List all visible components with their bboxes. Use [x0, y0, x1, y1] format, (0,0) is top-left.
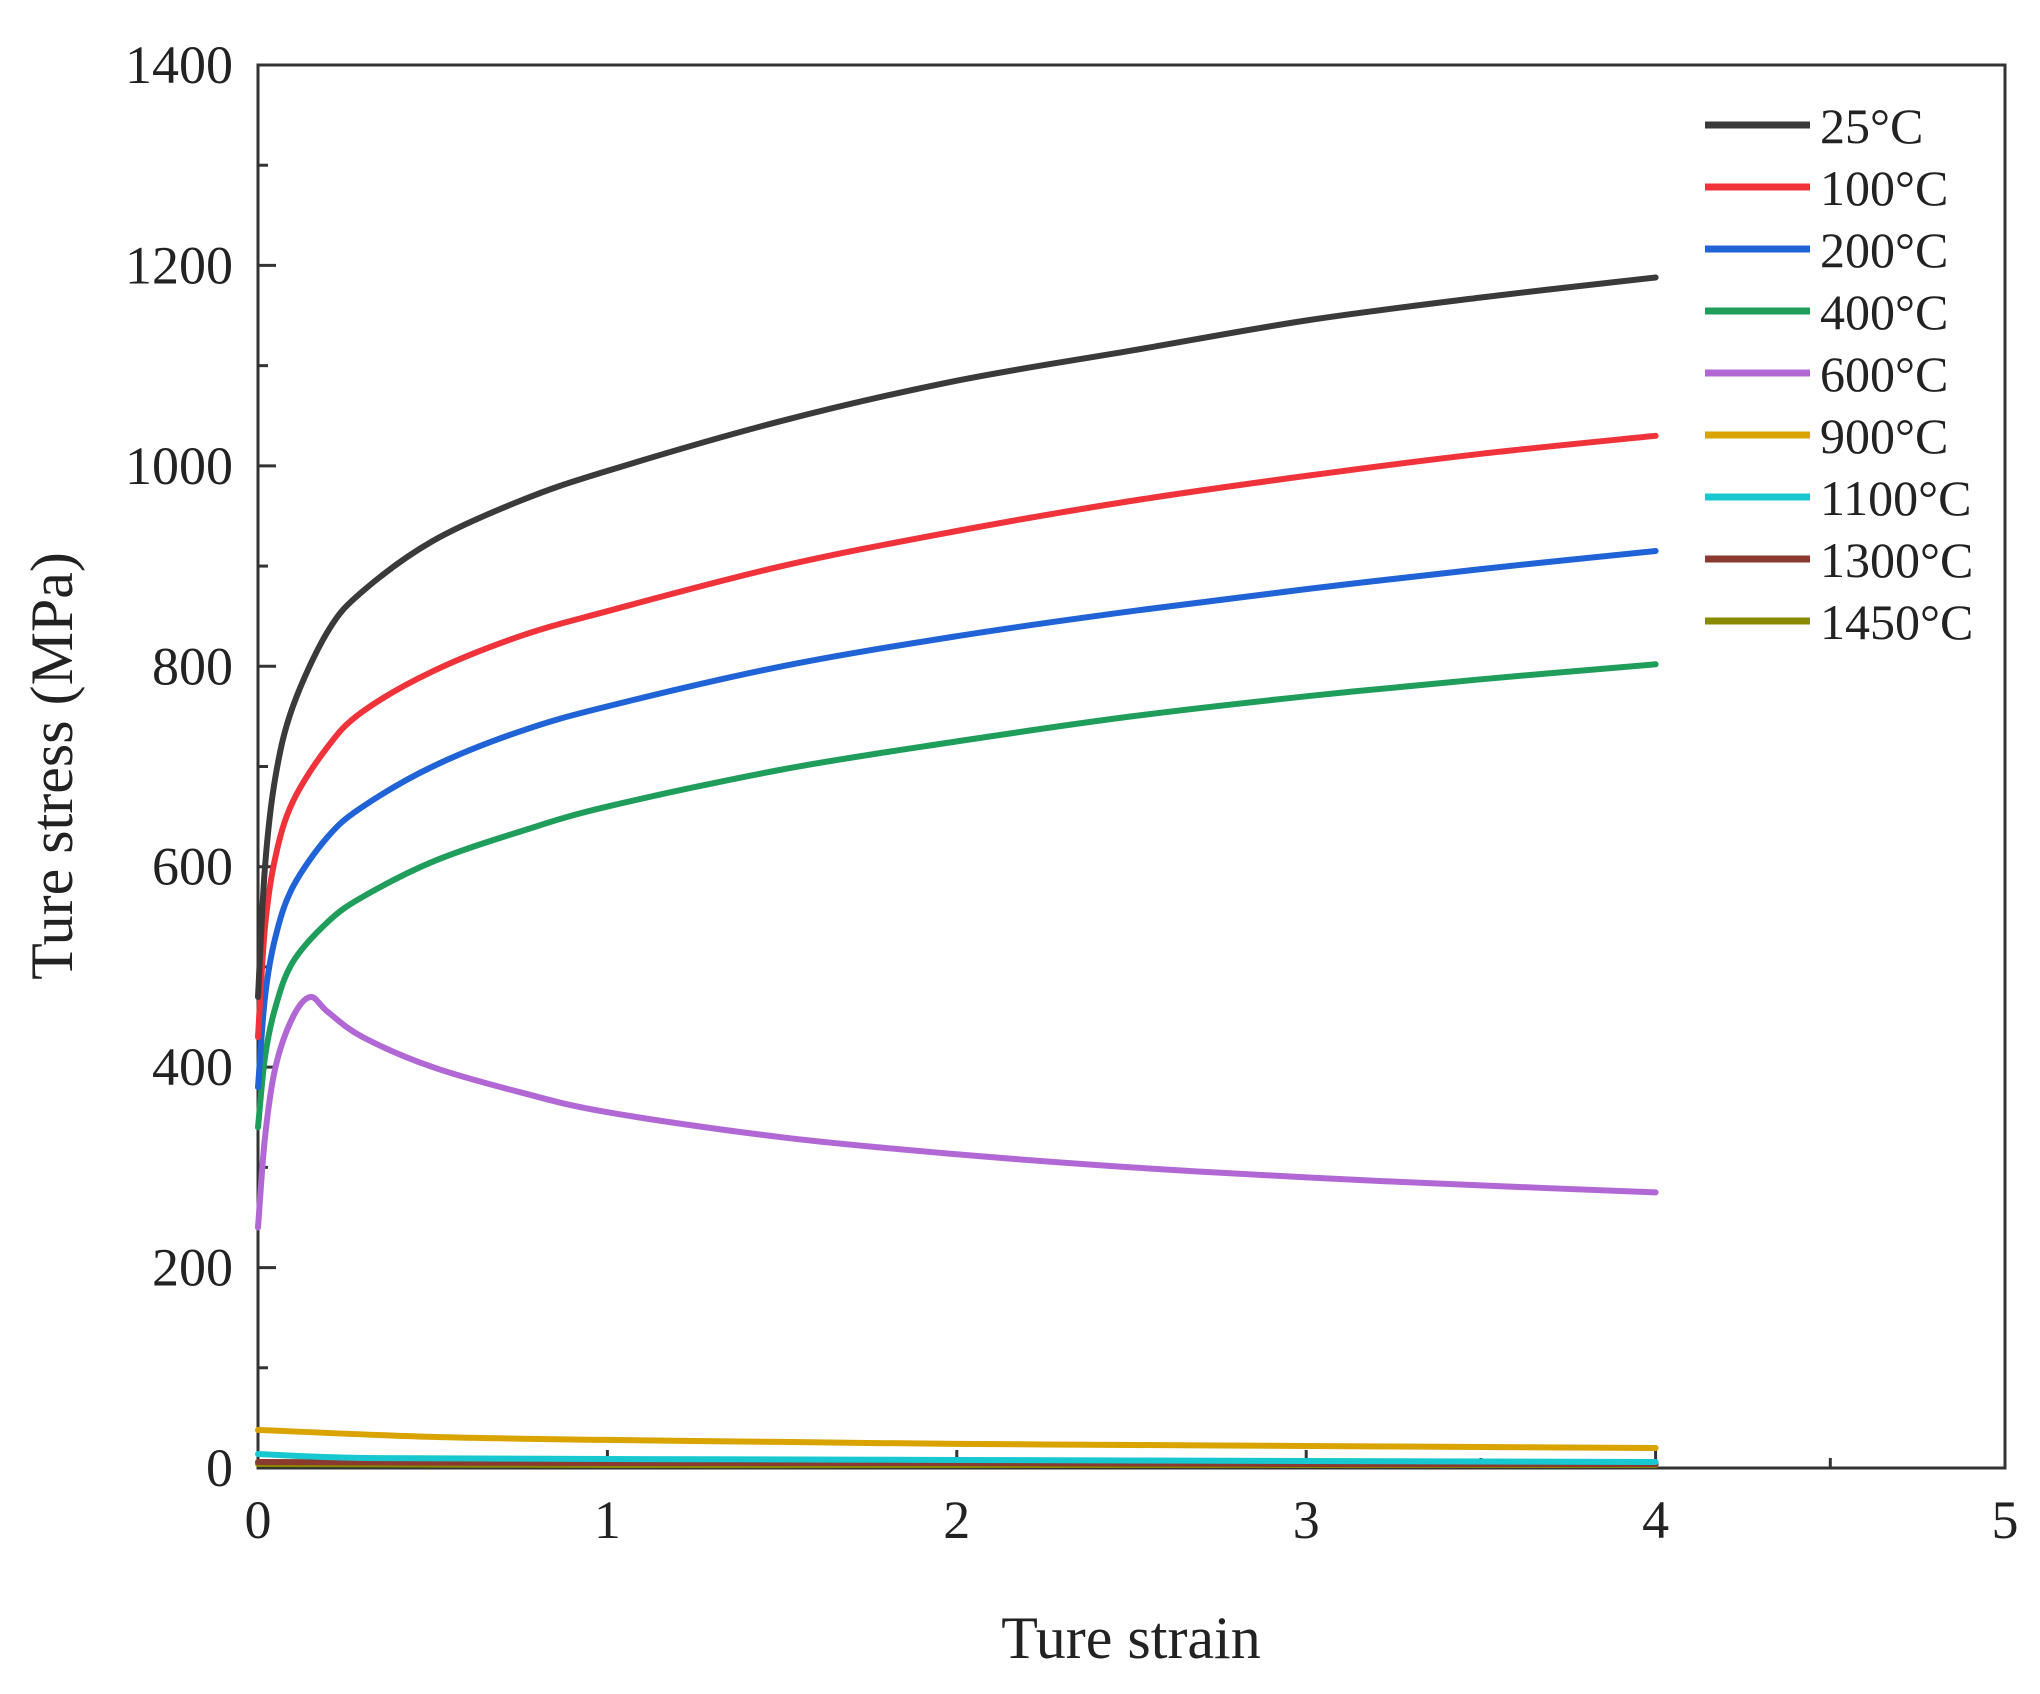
legend-label: 1300°C: [1820, 532, 1973, 588]
legend-label: 400°C: [1820, 284, 1948, 340]
legend-label: 200°C: [1820, 222, 1948, 278]
series-line-25CC: [255, 274, 1659, 1000]
series-line-600CC: [255, 994, 1659, 1231]
y-axis-label: Ture stress (MPa): [19, 552, 85, 980]
y-tick-label: 0: [206, 1438, 233, 1498]
x-tick-label: 0: [245, 1490, 272, 1550]
x-tick-label: 5: [1992, 1490, 2019, 1550]
x-tick-label: 2: [943, 1490, 970, 1550]
legend-label: 1450°C: [1820, 594, 1973, 650]
legend: 25°C 100°C 200°C 400°C 600°C 900°C 1100°C 1300°…: [1705, 98, 1973, 650]
series-layer: [255, 274, 1659, 1469]
x-tick-label: 4: [1642, 1490, 1669, 1550]
y-tick-label: 1400: [125, 35, 233, 95]
series-line-200CC: [255, 548, 1659, 1091]
series-line-900CC: [255, 1426, 1659, 1451]
legend-label: 1100°C: [1820, 470, 1972, 526]
legend-label: 100°C: [1820, 160, 1948, 216]
y-axis: 0 200 400 600 800 1000 1200 1400: [125, 35, 276, 1498]
y-tick-label: 800: [152, 636, 233, 696]
y-tick-label: 1200: [125, 235, 233, 295]
legend-label: 900°C: [1820, 408, 1948, 464]
y-tick-label: 400: [152, 1037, 233, 1097]
y-tick-label: 600: [152, 837, 233, 897]
plot-frame: [256, 63, 2007, 1470]
x-axis: 0 1 2 3 4 5: [245, 1450, 2019, 1550]
series-line-100CC: [255, 432, 1659, 1041]
legend-label: 600°C: [1820, 346, 1948, 402]
x-axis-label: Ture strain: [1001, 1605, 1260, 1671]
x-tick-label: 3: [1293, 1490, 1320, 1550]
x-tick-label: 1: [594, 1490, 621, 1550]
series-line-1100CC: [255, 1451, 1659, 1465]
y-tick-label: 1000: [125, 436, 233, 496]
y-tick-label: 200: [152, 1238, 233, 1298]
series-line-400CC: [255, 661, 1659, 1131]
legend-label: 25°C: [1820, 98, 1923, 154]
